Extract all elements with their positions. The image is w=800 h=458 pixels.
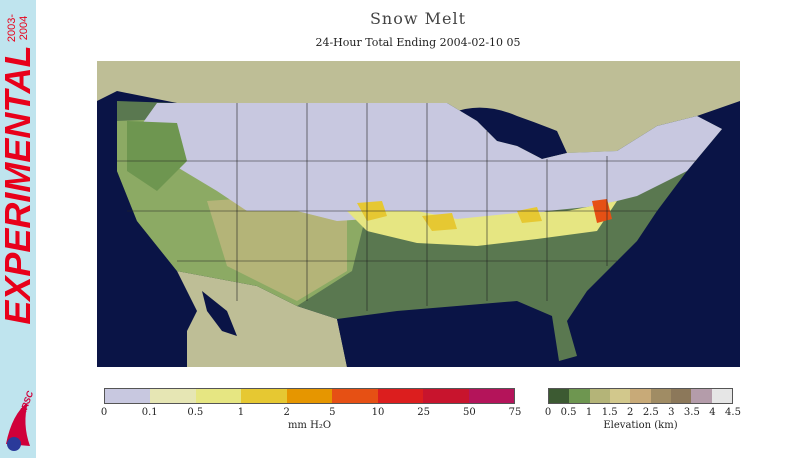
mexico-region bbox=[177, 271, 347, 367]
baja-gulf bbox=[202, 291, 237, 336]
snowmelt-tick-label: 10 bbox=[371, 407, 385, 418]
elevation-swatch bbox=[549, 389, 570, 403]
elevation-color-scale bbox=[548, 388, 733, 404]
elevation-tick-label: 2.5 bbox=[642, 407, 659, 418]
logo-text: NOHRSC bbox=[12, 389, 34, 430]
elevation-swatch bbox=[569, 389, 590, 403]
snowmelt-swatch bbox=[423, 389, 469, 403]
snowmelt-unit: mm H₂O bbox=[287, 420, 332, 431]
elevation-tick-label: 2 bbox=[627, 407, 634, 418]
elevation-swatch bbox=[691, 389, 712, 403]
elevation-tick-label: 0.5 bbox=[560, 407, 577, 418]
great-lakes bbox=[452, 107, 567, 159]
snowmelt-tick-label: 2 bbox=[283, 407, 290, 418]
season-years: 2003- 2004 bbox=[6, 14, 30, 42]
elevation-swatch bbox=[630, 389, 651, 403]
years-bottom: 2004 bbox=[18, 15, 30, 41]
snowmelt-swatch bbox=[241, 389, 287, 403]
snowmelt-color-scale bbox=[104, 388, 515, 404]
elevation-tick-label: 1 bbox=[585, 407, 593, 418]
snowmelt-swatch bbox=[332, 389, 378, 403]
elevation-swatch bbox=[589, 389, 610, 403]
snowmelt-swatch bbox=[286, 389, 333, 403]
elevation-swatch bbox=[670, 389, 692, 403]
snowmelt-swatch bbox=[105, 389, 151, 403]
snowmelt-swatch bbox=[468, 389, 514, 403]
snowmelt-map bbox=[97, 61, 740, 367]
elevation-tick-label: 4.5 bbox=[725, 407, 741, 418]
years-top: 2003- bbox=[6, 13, 18, 43]
elevation-swatch bbox=[650, 389, 671, 403]
experimental-label: EXPERIMENTAL bbox=[0, 45, 38, 325]
elevation-tick-label: 0 bbox=[544, 407, 552, 418]
snowmelt-swatch bbox=[377, 389, 424, 403]
gulf-of-mexico bbox=[337, 301, 567, 367]
map-subtitle: 24-Hour Total Ending 2004-02-10 05 bbox=[315, 36, 521, 49]
map-title: Snow Melt bbox=[369, 9, 467, 28]
elevation-tick-label: 1.5 bbox=[601, 407, 618, 418]
snowmelt-tick-label: 5 bbox=[329, 407, 336, 418]
elevation-swatch bbox=[711, 389, 732, 403]
melt-band-moderate bbox=[357, 201, 542, 231]
snowmelt-tick-label: 0.1 bbox=[141, 407, 158, 418]
nohrsc-logo-icon: NOHRSC bbox=[6, 389, 34, 451]
snowmelt-tick-label: 50 bbox=[462, 407, 476, 418]
snowmelt-tick-label: 1 bbox=[237, 407, 245, 418]
snowmelt-swatch bbox=[195, 389, 242, 403]
elevation-tick-label: 3 bbox=[668, 407, 675, 418]
sidebar: 2003- 2004 EXPERIMENTAL NOHRSC bbox=[0, 0, 38, 458]
canada-region bbox=[97, 61, 740, 161]
snowmelt-tick-label: 75 bbox=[508, 407, 522, 418]
elevation-tick-label: 3.5 bbox=[683, 407, 700, 418]
snowmelt-tick-label: 0.5 bbox=[187, 407, 204, 418]
elevation-tick-label: 4 bbox=[709, 407, 716, 418]
southwest-highland bbox=[207, 191, 347, 301]
melt-band-light bbox=[347, 201, 617, 246]
elevation-unit: Elevation (km) bbox=[603, 420, 678, 431]
snow-cover bbox=[137, 103, 722, 241]
state-boundaries bbox=[117, 103, 697, 311]
snowmelt-tick-label: 0 bbox=[100, 407, 108, 418]
snowmelt-tick-label: 25 bbox=[417, 407, 431, 418]
snowmelt-swatch bbox=[150, 389, 196, 403]
western-mountains bbox=[127, 121, 187, 191]
elevation-swatch bbox=[609, 389, 631, 403]
